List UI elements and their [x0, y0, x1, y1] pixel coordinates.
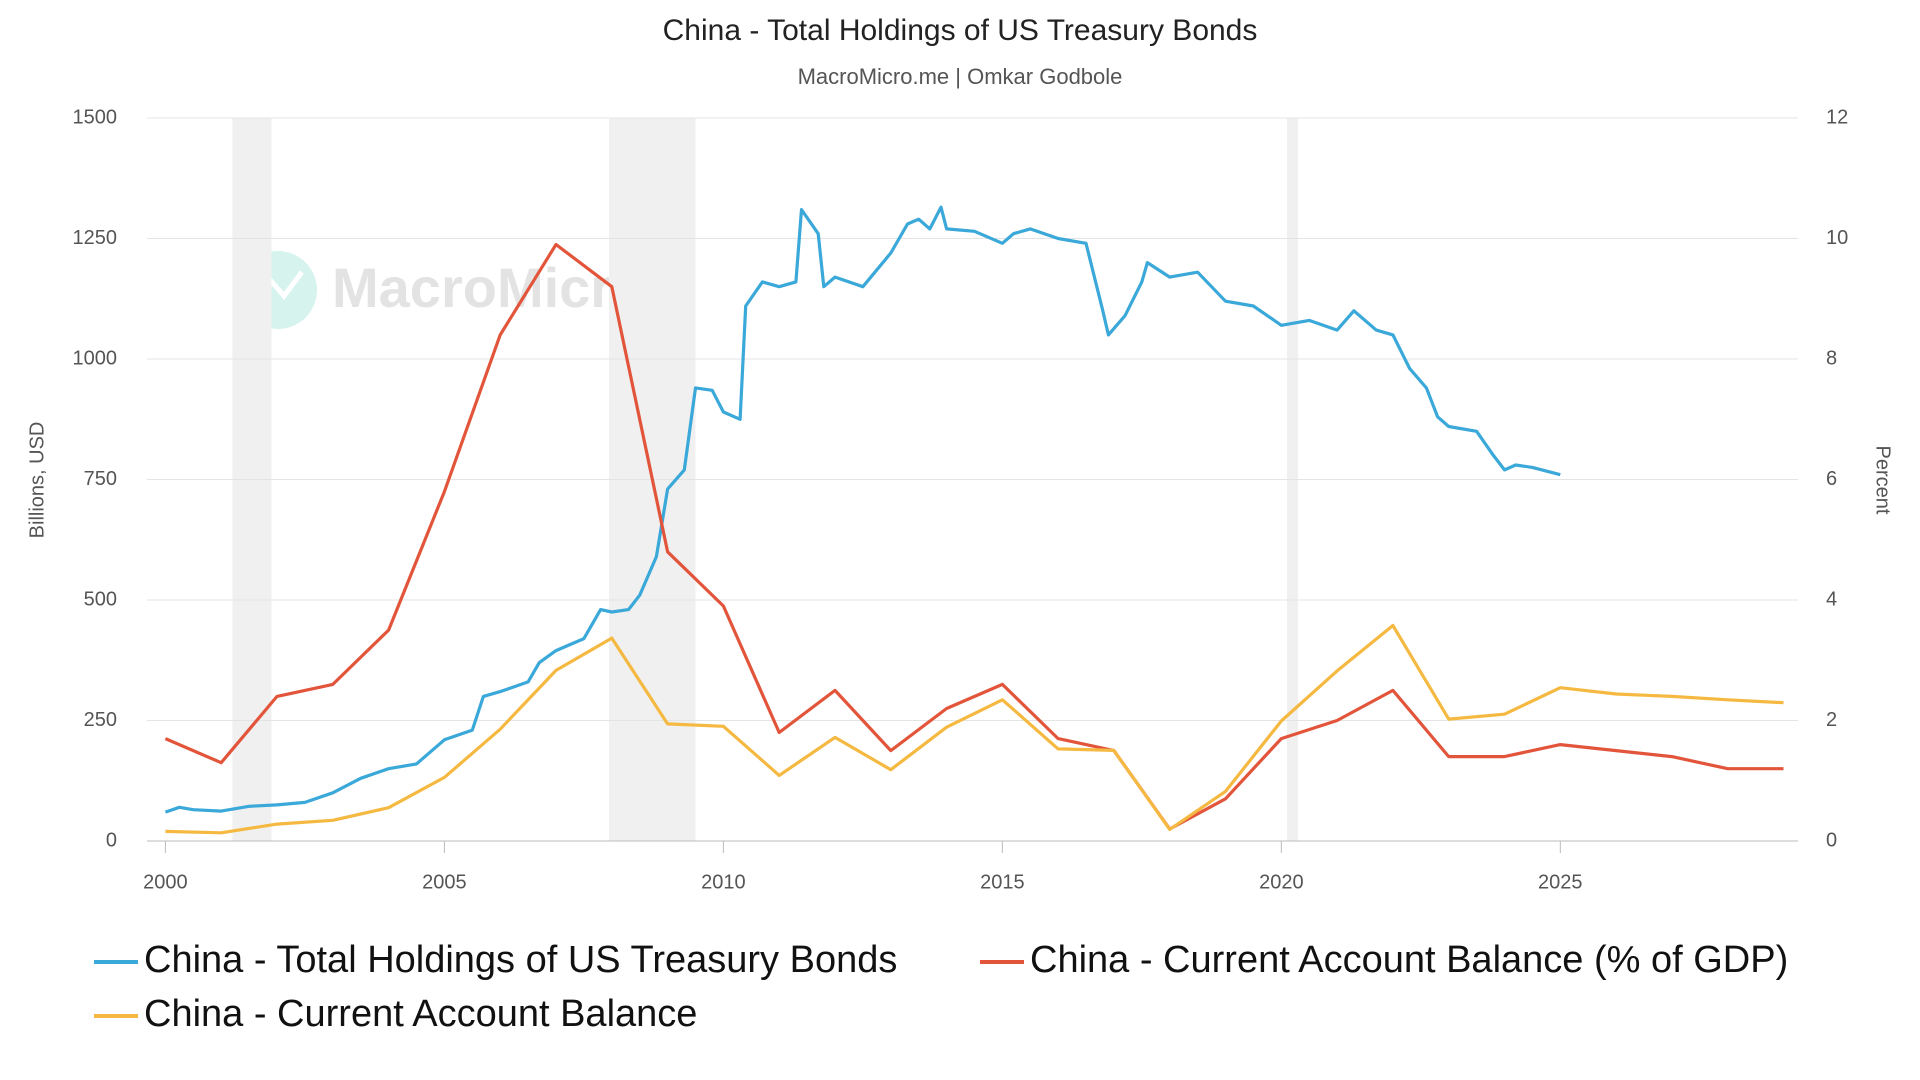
y2-tick-label: 12 [1826, 106, 1848, 128]
series-line [165, 623, 1784, 835]
y2-tick-label: 6 [1826, 468, 1837, 490]
y-tick-label: 1000 [73, 347, 118, 369]
y-tick-label: 250 [84, 709, 117, 731]
x-tick-label: 2010 [701, 871, 746, 893]
legend-text: China - Current Account Balance [144, 993, 697, 1035]
y-axis-label: Billions, USD [26, 422, 48, 539]
y2-tick-label: 4 [1826, 588, 1837, 610]
y2-tick-label: 10 [1826, 227, 1848, 249]
legend-text: China - Total Holdings of US Treasury Bo… [144, 939, 897, 981]
y2-axis-label: Percent [1872, 446, 1894, 515]
chart-title: China - Total Holdings of US Treasury Bo… [663, 14, 1258, 47]
watermark: MacroMicro [332, 256, 646, 319]
legend-text: China - Current Account Balance (% of GD… [1030, 939, 1788, 981]
x-tick-label: 2020 [1259, 871, 1304, 893]
y-tick-label: 1250 [73, 227, 118, 249]
chart-subtitle: MacroMicro.me | Omkar Godbole [798, 64, 1123, 89]
y-tick-label: 0 [106, 829, 117, 851]
series-line [164, 242, 1784, 831]
series-line [164, 205, 1561, 814]
y2-tick-label: 2 [1826, 709, 1837, 731]
x-tick-label: 2025 [1538, 871, 1583, 893]
y2-tick-label: 8 [1826, 347, 1837, 369]
y-tick-label: 1500 [73, 106, 118, 128]
x-tick-label: 2005 [422, 871, 467, 893]
x-tick-label: 2015 [980, 871, 1025, 893]
y-tick-label: 500 [84, 588, 117, 610]
x-tick-label: 2000 [143, 871, 188, 893]
y-tick-label: 750 [84, 468, 117, 490]
y2-tick-label: 0 [1826, 829, 1837, 851]
